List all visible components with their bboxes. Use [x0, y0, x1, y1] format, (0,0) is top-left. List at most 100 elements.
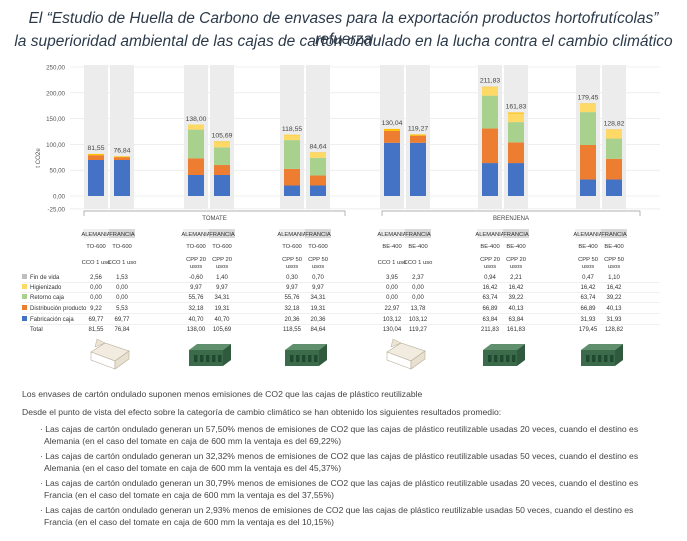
bar-segment-fabricaci-n-caja [114, 159, 130, 196]
bar-segment-retorno-caja [606, 138, 622, 159]
table-cell: 66,89 [482, 306, 498, 312]
result-bullet-3-line2: Francia (en el caso del tomate en caja d… [44, 489, 334, 500]
bar-segment-retorno-caja [482, 95, 498, 129]
bar-total-label: 118,55 [282, 126, 303, 133]
pack-code-label: TO-600 [186, 244, 206, 250]
plastic-crate-icon [483, 344, 525, 366]
pack-code-label: TO-600 [212, 244, 232, 250]
table-cell: 39,22 [606, 295, 622, 301]
table-total-cell: 119,27 [409, 327, 428, 333]
bar-segment-retorno-caja [214, 147, 230, 166]
table-cell: 16,42 [580, 285, 596, 291]
table-cell: 16,42 [482, 285, 498, 291]
plastic-crate-icon [581, 344, 623, 366]
bar-segment-fabricaci-n-caja [188, 174, 204, 196]
table-cell: 32,18 [284, 306, 300, 312]
bar-segment-retorno-caja [508, 122, 524, 143]
usage-label-unit: usos [608, 264, 620, 270]
bar-total-label: 128,82 [604, 121, 625, 128]
country-cell [575, 229, 601, 238]
bar-segment-higienizado [580, 103, 596, 113]
pack-code-label: TO-600 [282, 244, 302, 250]
country-label: ALEMANIA [181, 232, 210, 238]
table-cell: 40,13 [606, 306, 622, 312]
bar-total-label: 211,83 [480, 78, 501, 85]
legend-marker [22, 294, 27, 299]
pack-code-label: BE-400 [506, 244, 525, 250]
table-cell: 69,77 [88, 317, 104, 323]
usage-label: CPP 50 [578, 257, 598, 263]
bar-segment-distribuci-n-producto [580, 145, 596, 180]
country-cell [209, 229, 235, 238]
table-cell: 32,18 [188, 306, 204, 312]
table-total-cell: 81,55 [88, 327, 104, 333]
bar-segment-fabricaci-n-caja [284, 185, 300, 196]
table-cell: 34,31 [214, 295, 230, 301]
table-total-cell: 84,64 [310, 327, 326, 333]
table-cell: 1,40 [216, 275, 228, 281]
bar-segment-fin-de-vida [384, 128, 400, 131]
table-total-cell: 128,82 [605, 327, 624, 333]
bar-segment-distribuci-n-producto [508, 142, 524, 164]
country-label: ALEMANIA [277, 232, 306, 238]
bar-segment-distribuci-n-producto [188, 158, 204, 175]
bar-segment-retorno-caja [580, 112, 596, 146]
table-cell: 9,97 [190, 285, 202, 291]
legend-marker [22, 305, 27, 310]
usage-label-unit: usos [286, 264, 298, 270]
summary-paragraph: Los envases de cartón ondulado suponen m… [22, 389, 423, 399]
country-cell [405, 229, 431, 238]
country-label: FRANCIA [305, 232, 331, 238]
table-cell: 0,30 [286, 275, 298, 281]
country-label: FRANCIA [109, 232, 135, 238]
plastic-crate-icon [285, 344, 327, 366]
group-label: BERENJENA [493, 216, 529, 222]
table-cell: 69,77 [114, 317, 130, 323]
table-cell: 63,74 [580, 295, 596, 301]
table-cell: 1,10 [608, 275, 620, 281]
bar-segment-distribuci-n-producto [88, 155, 104, 160]
usage-label: CCO 1 uso [108, 260, 137, 266]
bar-segment-higienizado [606, 130, 622, 139]
bar-segment-higienizado [284, 134, 300, 141]
table-cell: 66,89 [580, 306, 596, 312]
table-total-cell: 76,84 [114, 327, 130, 333]
table-cell: 55,76 [284, 295, 300, 301]
table-cell: 20,36 [284, 317, 300, 323]
bar-total-label: 105,69 [212, 132, 233, 139]
pack-code-label: TO-600 [308, 244, 328, 250]
group-bracket [83, 210, 346, 216]
carton-box-icon [386, 338, 426, 370]
usage-label: CPP 20 [506, 257, 526, 263]
table-cell: 9,22 [90, 306, 102, 312]
table-total-cell: 211,83 [481, 327, 500, 333]
table-cell: 31,93 [580, 317, 596, 323]
bar-segment-distribuci-n-producto [310, 175, 326, 186]
usage-label: CPP 50 [308, 257, 328, 263]
pack-code-label: BE-400 [480, 244, 499, 250]
legend-marker [22, 316, 27, 321]
table-cell: 0,00 [116, 285, 128, 291]
bar-segment-fin-de-vida [88, 153, 104, 156]
bar-segment-fabricaci-n-caja [508, 163, 524, 196]
y-tick-label: 250,00 [46, 65, 65, 72]
bar-segment-fin-de-vida [114, 156, 130, 158]
bar-total-label: 81,55 [87, 145, 104, 152]
country-cell [279, 229, 305, 238]
country-label: FRANCIA [209, 232, 235, 238]
table-cell: 19,31 [310, 306, 326, 312]
result-bullet-4: · Las cajas de cartón ondulado generan u… [40, 505, 670, 528]
y-axis-label: t CO2e [35, 148, 42, 168]
country-cell [83, 229, 109, 238]
table-cell: 0,00 [386, 285, 398, 291]
usage-label: CPP 20 [186, 257, 206, 263]
country-cell [305, 229, 331, 238]
bar-segment-fabricaci-n-caja [384, 142, 400, 196]
usage-label: CPP 50 [282, 257, 302, 263]
result-bullet-3: · Las cajas de cartón ondulado generan u… [40, 478, 670, 501]
table-cell: 19,31 [214, 306, 230, 312]
table-total-cell: 130,04 [383, 327, 402, 333]
legend-label: Fin de vida [30, 275, 60, 281]
bar-segment-distribuci-n-producto [114, 157, 130, 160]
country-label: FRANCIA [405, 232, 431, 238]
